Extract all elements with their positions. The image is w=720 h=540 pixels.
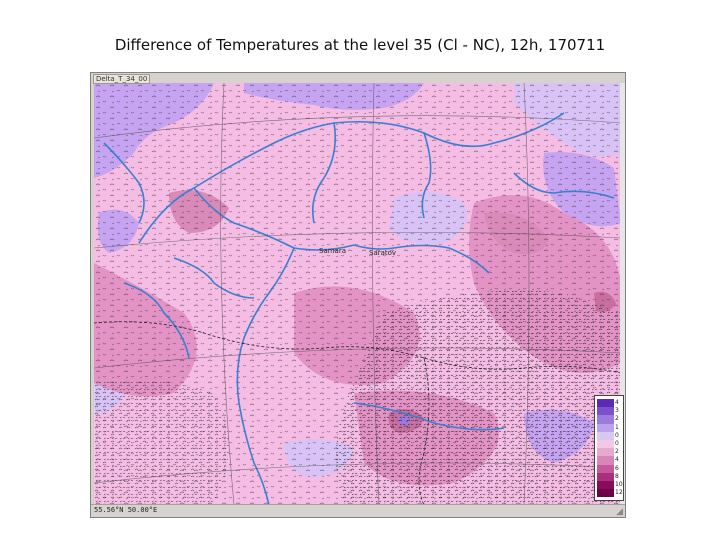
legend-swatch (597, 423, 614, 432)
graticule (94, 83, 621, 505)
legend-row: 0 (595, 439, 623, 449)
legend-swatch (597, 464, 614, 473)
resize-grip-icon[interactable]: ◢ (616, 506, 623, 516)
temperature-difference-map[interactable]: Samara Saratov (94, 83, 621, 505)
coordinate-readout: 55.56°N 50.00°E (94, 506, 158, 514)
legend-row: 12 (595, 489, 623, 498)
legend-value: 3 (615, 407, 619, 415)
status-bar: 55.56°N 50.00°E ◢ (91, 504, 625, 517)
layer-label: Delta_T_34_00 (93, 74, 151, 84)
legend-swatch (597, 439, 614, 449)
legend-swatch (597, 480, 614, 490)
legend-row: 8 (595, 472, 623, 481)
legend-row: 6 (595, 464, 623, 473)
place-label-samara: Samara (319, 247, 346, 255)
slide-title: Difference of Temperatures at the level … (114, 36, 606, 54)
legend-value: 12 (615, 489, 623, 497)
legend-swatch (597, 456, 614, 465)
legend-swatch (597, 415, 614, 424)
legend-value: 10 (615, 480, 623, 488)
legend-value: 2 (615, 415, 619, 423)
legend-row: 2 (595, 415, 623, 424)
legend-swatch (597, 489, 614, 498)
contour-texture-general (94, 83, 621, 505)
legend-value: 1 (615, 423, 619, 431)
legend-value: 8 (615, 472, 619, 480)
legend-swatch (597, 448, 614, 457)
legend-value: 4 (615, 399, 619, 406)
legend-row: 0 (595, 431, 623, 440)
river-network (103, 112, 615, 505)
legend-swatch (597, 399, 614, 408)
legend-row: 1 (595, 423, 623, 432)
legend-swatch (597, 472, 614, 481)
country-borders (94, 321, 621, 505)
legend-swatch (597, 431, 614, 440)
legend-value: 0 (615, 439, 619, 447)
legend-row: 2 (595, 448, 623, 457)
legend-row: 4 (595, 399, 623, 408)
vertical-scrollbar[interactable] (620, 83, 625, 505)
color-legend: 4 3 2 1 0 0 2 4 6 8 10 12 (594, 395, 624, 501)
legend-value: 0 (615, 431, 619, 439)
map-window[interactable]: Samara Saratov Delta_T_34_00 55.56°N 50.… (90, 72, 626, 518)
legend-value: 2 (615, 448, 619, 456)
legend-row: 10 (595, 480, 623, 490)
legend-value: 6 (615, 464, 619, 472)
legend-row: 4 (595, 456, 623, 465)
legend-swatch (597, 407, 614, 416)
legend-value: 4 (615, 456, 619, 464)
legend-row: 3 (595, 407, 623, 416)
place-label-saratov: Saratov (369, 249, 396, 257)
